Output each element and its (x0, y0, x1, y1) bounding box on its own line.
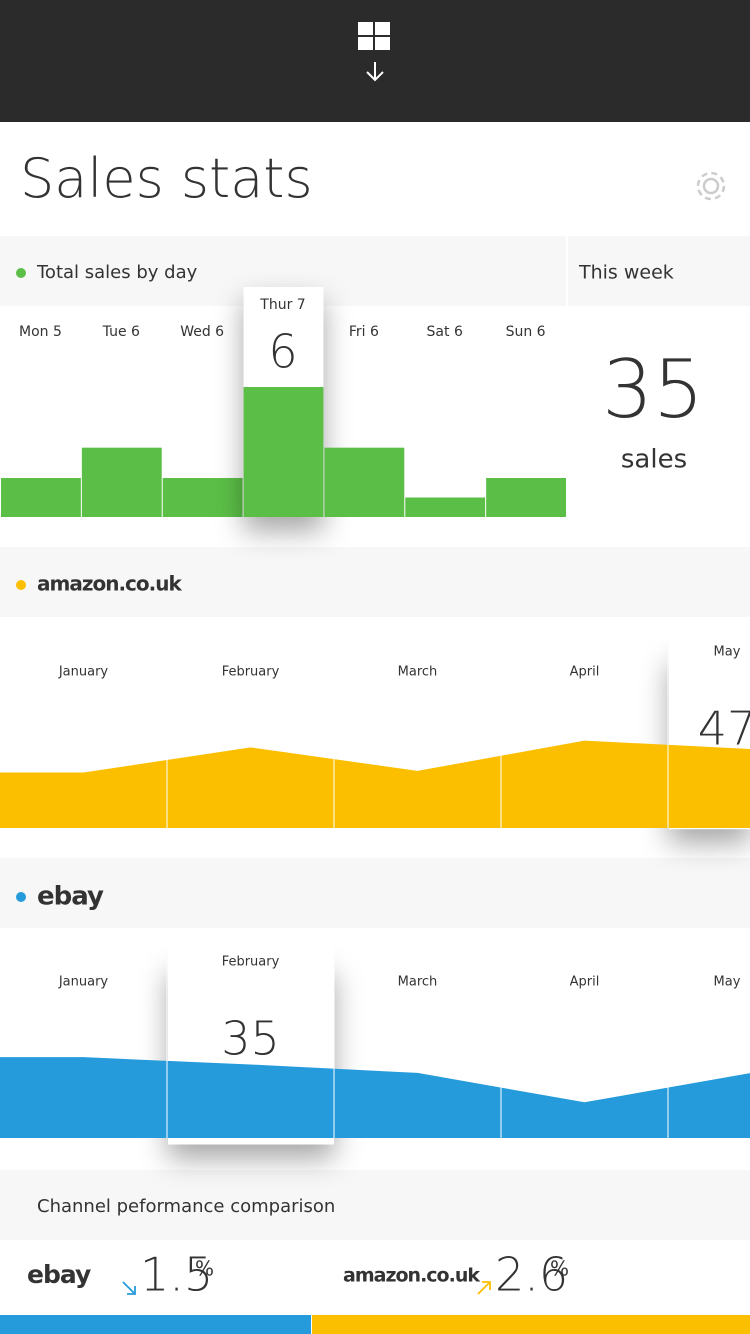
settings-icon[interactable] (696, 171, 726, 201)
chart-title: Total sales by day (36, 262, 198, 283)
page-title: Sales stats (20, 147, 313, 210)
area (0, 1057, 750, 1138)
channel-value: 1.5 (140, 1248, 213, 1302)
month-label: February (222, 665, 280, 680)
bar (486, 478, 566, 517)
top-bar (0, 0, 750, 122)
channel-value: 2.6 (495, 1248, 568, 1302)
channel-logo: ebay (37, 882, 104, 912)
week-label: This week (578, 262, 674, 284)
section-header (0, 1170, 750, 1240)
highlight-value: 47 (698, 702, 750, 756)
down-arrow[interactable] (366, 62, 384, 82)
day-label: Thur 7 (259, 297, 305, 313)
legend-dot (16, 580, 26, 590)
highlight-value: 6 (268, 325, 297, 379)
bar (162, 478, 243, 517)
month-label: May (714, 975, 741, 990)
highlight-value: 35 (221, 1012, 280, 1066)
month-label: March (398, 975, 438, 990)
trend-arrow (477, 1281, 491, 1295)
month-label: February (222, 955, 280, 970)
month-label: January (58, 975, 109, 990)
channel-logo: amazon.co.uk (343, 1265, 480, 1287)
week-panel (568, 306, 750, 517)
day-label: Fri 6 (349, 324, 379, 340)
ebay-bar (0, 1315, 311, 1334)
highlight-tile-face (669, 631, 750, 750)
channel-unit: % (550, 1257, 569, 1281)
day-label: Mon 5 (19, 324, 62, 340)
bar (1, 478, 81, 517)
windows-icon[interactable] (358, 22, 390, 50)
month-label: April (570, 665, 600, 680)
bar (324, 447, 405, 517)
week-unit: sales (621, 445, 687, 475)
amazon-bar (312, 1315, 750, 1334)
week-value: 35 (602, 343, 704, 436)
section-header (0, 858, 750, 928)
month-label: May (714, 645, 741, 660)
day-label: Sat 6 (427, 324, 463, 340)
legend-dot (16, 892, 26, 902)
month-label: January (58, 665, 109, 680)
month-label: April (570, 975, 600, 990)
channel-logo: ebay (27, 1260, 91, 1289)
bar (405, 497, 486, 517)
highlight-tile-face (168, 941, 334, 1065)
day-label: Wed 6 (180, 324, 224, 340)
bar (243, 387, 324, 517)
section-header (0, 547, 750, 617)
channel-logo: amazon.co.uk (37, 572, 182, 596)
area (0, 740, 750, 828)
month-label: March (398, 665, 438, 680)
comparison-title: Channel peformance comparison (37, 1196, 335, 1217)
channel-unit: % (195, 1257, 214, 1281)
day-label: Sun 6 (506, 324, 546, 340)
section-header (568, 236, 750, 306)
trend-arrow (122, 1281, 136, 1295)
bar (81, 447, 162, 517)
legend-dot (16, 268, 26, 278)
day-label: Tue 6 (102, 324, 140, 340)
